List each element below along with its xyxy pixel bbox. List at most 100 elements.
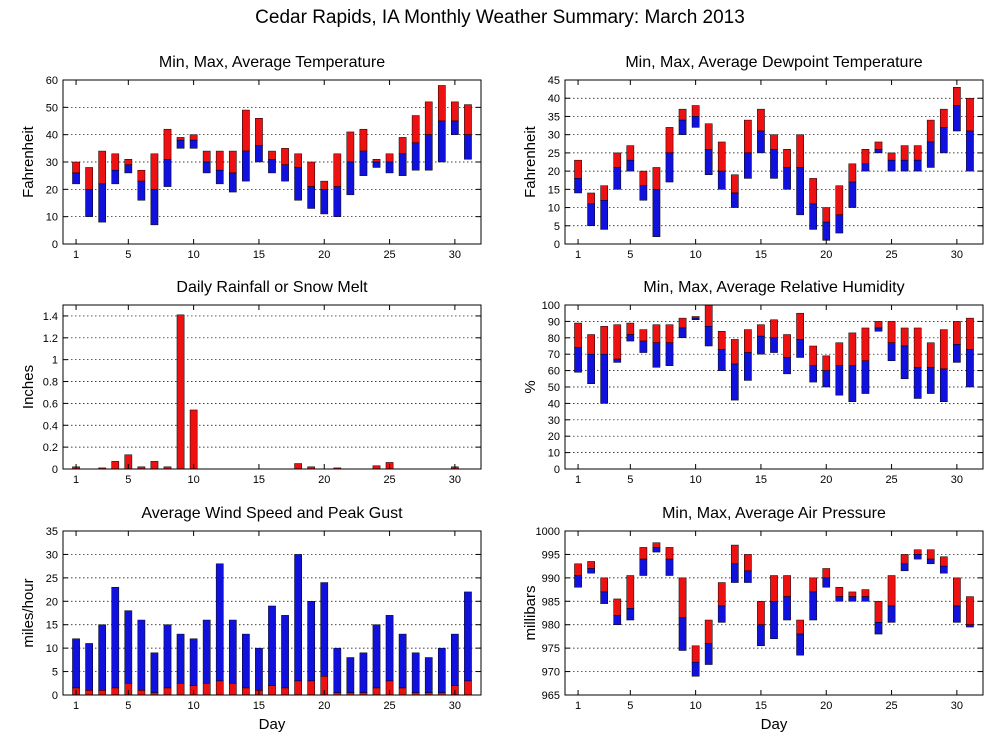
humidity-upper-bar-day-6 (639, 329, 648, 342)
wind-gust-bar-day-10 (189, 638, 198, 686)
dewpoint-y-axis-label: Fahrenheit (522, 125, 539, 198)
pressure-x-tick-label: 25 (885, 700, 897, 712)
temperature-x-axis: 1 5 10 15 20 25 30 (73, 80, 461, 261)
humidity-upper-bar-day-22 (848, 332, 857, 366)
humidity-upper-bar-day-8 (665, 324, 674, 343)
humidity-upper-bar-day-14 (744, 329, 752, 353)
dewpoint-upper-bar-day-1 (574, 159, 582, 179)
dewpoint-lower-bar-day-16 (770, 148, 778, 179)
dewpoint-upper-bar-day-27 (913, 145, 922, 161)
dewpoint-lower-bar-day-17 (783, 167, 791, 190)
humidity-lower-bar-day-8 (665, 342, 674, 366)
dewpoint-upper-bar-day-28 (926, 119, 935, 143)
temperature-upper-bar-day-28 (424, 101, 433, 135)
wind-x-tick-label: 20 (318, 700, 330, 712)
humidity-x-tick-label: 10 (690, 474, 702, 486)
temperature-x-tick-label: 1 (73, 249, 79, 261)
temperature-upper-bar-day-27 (411, 115, 420, 144)
dewpoint-upper-bar-day-30 (953, 87, 961, 106)
rainfall-y-axis: 0 0.2 0.4 0.6 0.8 1 1.2 1.4 (43, 311, 481, 476)
rainfall-y-tick-label: 1.2 (43, 333, 58, 345)
pressure-upper-bar-day-28 (926, 549, 935, 560)
pressure-lower-bar-day-29 (939, 565, 948, 574)
dewpoint-chart: Min, Max, Average Dewpoint Temperature 0 5… (522, 54, 984, 261)
humidity-y-tick-label: 70 (548, 349, 560, 361)
wind-y-tick-label: 10 (46, 643, 58, 655)
humidity-upper-bar-day-20 (822, 355, 831, 371)
pressure-lower-bar-day-8 (665, 558, 674, 576)
wind-gust-bar-day-8 (163, 624, 172, 689)
dewpoint-lower-bar-day-31 (966, 130, 974, 172)
humidity-lower-bar-day-15 (757, 335, 765, 355)
temperature-upper-bar-day-16 (268, 150, 276, 160)
dewpoint-upper-bar-day-15 (757, 108, 765, 132)
temperature-x-tick-label: 10 (188, 249, 200, 261)
dewpoint-y-tick-label: 35 (548, 111, 560, 123)
temperature-y-tick-label: 30 (46, 157, 58, 169)
dewpoint-lower-bar-day-24 (874, 148, 883, 154)
wind-avg-bar-day-2 (85, 690, 93, 696)
humidity-upper-bar-day-25 (887, 321, 896, 343)
humidity-y-tick-label: 40 (548, 398, 560, 410)
temperature-lower-bar-day-29 (437, 120, 446, 163)
dewpoint-upper-bar-day-12 (717, 141, 726, 172)
dewpoint-lower-bar-day-20 (822, 221, 831, 241)
dewpoint-upper-bar-day-26 (900, 145, 909, 161)
temperature-y-axis: 0 10 20 30 40 50 60 (46, 75, 481, 251)
humidity-lower-bar-day-3 (600, 353, 609, 404)
pressure-lower-bar-day-19 (809, 591, 818, 621)
pressure-upper-bar-day-30 (953, 577, 961, 607)
humidity-upper-bar-day-17 (783, 334, 791, 358)
rainfall-chart: Daily Rainfall or Snow Melt 0 0.2 0.4 0.6 0.8… (20, 279, 482, 486)
dewpoint-lower-bar-day-13 (730, 192, 739, 208)
pressure-title: Min, Max, Average Air Pressure (662, 505, 886, 522)
pressure-x-tick-label: 30 (951, 700, 963, 712)
wind-gust-bar-day-15 (255, 647, 263, 691)
temperature-lower-bar-day-14 (242, 150, 250, 182)
dewpoint-lower-bar-day-4 (613, 167, 622, 190)
pressure-lower-bar-day-3 (600, 591, 609, 604)
wind-gust-bar-day-2 (85, 643, 93, 691)
dewpoint-upper-bar-day-13 (730, 174, 739, 194)
dewpoint-upper-bar-day-7 (652, 167, 661, 190)
pressure-upper-bar-day-12 (717, 582, 726, 607)
pressure-lower-bar-day-5 (626, 608, 635, 621)
wind-avg-bar-day-8 (163, 687, 172, 696)
humidity-lower-bar-day-12 (717, 349, 726, 371)
temperature-lower-bar-day-11 (202, 161, 211, 174)
temperature-upper-bar-day-19 (307, 161, 316, 187)
temperature-lower-bar-day-4 (111, 169, 120, 185)
humidity-y-tick-label: 30 (548, 415, 560, 427)
rainfall-bar-day-10 (189, 409, 198, 470)
humidity-upper-bar-day-5 (626, 322, 635, 335)
pressure-lower-bar-day-9 (678, 617, 687, 651)
rainfall-title: Daily Rainfall or Snow Melt (176, 279, 368, 296)
wind-gust-bar-day-11 (202, 619, 211, 684)
pressure-lower-bar-day-23 (861, 596, 870, 602)
wind-avg-bar-day-31 (464, 680, 472, 696)
wind-gust-bar-day-21 (333, 647, 342, 693)
humidity-x-tick-label: 20 (820, 474, 832, 486)
temperature-lower-bar-day-10 (189, 139, 198, 149)
dewpoint-title: Min, Max, Average Dewpoint Temperature (625, 54, 922, 71)
dewpoint-upper-bar-day-2 (587, 192, 595, 205)
humidity-upper-bar-day-30 (953, 321, 961, 345)
wind-gust-bar-day-23 (359, 652, 368, 693)
humidity-lower-bar-day-21 (835, 365, 844, 396)
pressure-y-tick-label: 990 (542, 573, 560, 585)
wind-gust-bar-day-1 (72, 638, 80, 689)
pressure-chart: Min, Max, Average Air Pressure9659709759… (522, 505, 984, 733)
humidity-bars (574, 304, 974, 404)
temperature-lower-bar-day-21 (333, 186, 342, 217)
humidity-upper-bar-day-18 (796, 312, 804, 340)
humidity-lower-bar-day-22 (848, 365, 857, 403)
rainfall-y-tick-label: 0 (52, 464, 58, 476)
dewpoint-lower-bar-day-10 (691, 116, 700, 128)
humidity-upper-bar-day-24 (874, 321, 883, 329)
wind-y-tick-label: 5 (52, 667, 58, 679)
dewpoint-upper-bar-day-16 (770, 134, 778, 150)
dewpoint-lower-bar-day-25 (887, 159, 896, 172)
pressure-upper-bar-day-24 (874, 601, 883, 623)
humidity-upper-bar-day-12 (717, 330, 726, 350)
pressure-upper-bar-day-6 (639, 547, 648, 560)
